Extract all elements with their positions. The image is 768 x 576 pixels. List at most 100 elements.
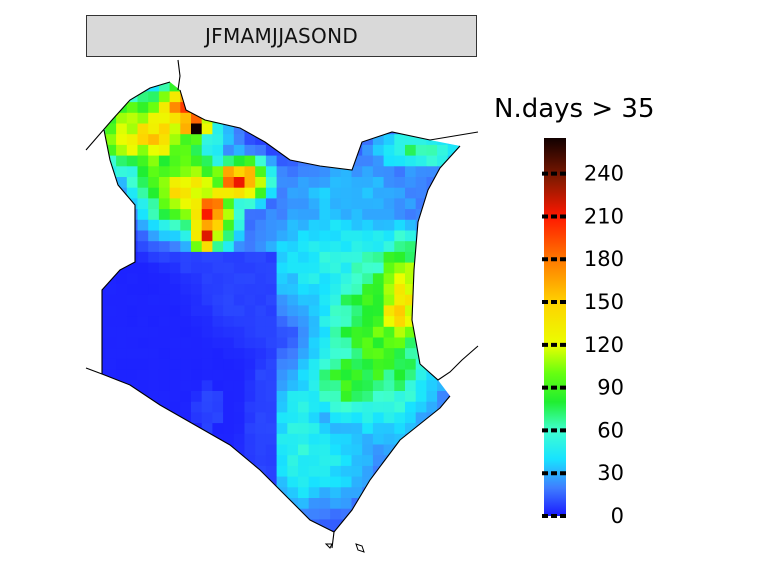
raster-cell (394, 487, 406, 499)
raster-cell (265, 102, 277, 114)
raster-cell (102, 401, 106, 413)
raster-cell (383, 273, 395, 285)
raster-cell (340, 177, 352, 189)
raster-cell (180, 219, 192, 231)
raster-cell (233, 391, 245, 403)
raster-cell (169, 476, 181, 488)
raster-cell (480, 231, 490, 242)
raster-cell (180, 337, 192, 349)
raster-cell (102, 112, 106, 124)
raster-cell (298, 519, 310, 531)
raster-cell (394, 209, 406, 221)
raster-cell (319, 70, 330, 81)
raster-cell (265, 444, 277, 456)
raster-cell (415, 284, 427, 296)
colorbar-tick-label-60: 60 (597, 418, 624, 442)
raster-cell (469, 241, 480, 252)
raster-cell (405, 433, 417, 445)
raster-cell (265, 166, 277, 178)
raster-cell (116, 209, 128, 221)
raster-cell (84, 348, 95, 359)
raster-cell (469, 402, 480, 413)
raster-cell (437, 348, 449, 360)
raster-cell (105, 294, 117, 306)
raster-cell (138, 541, 149, 552)
raster-cell (191, 348, 203, 360)
raster-cell (351, 294, 363, 306)
raster-cell (201, 230, 213, 242)
raster-cell (201, 187, 213, 199)
raster-cell (352, 552, 363, 563)
raster-cell (84, 198, 95, 209)
raster-cell (84, 519, 95, 530)
raster-cell (137, 498, 149, 510)
raster-cell (340, 209, 352, 221)
raster-cell (169, 337, 181, 349)
raster-cell (480, 316, 490, 327)
raster-cell (362, 70, 373, 81)
raster-cell (276, 91, 288, 103)
raster-cell (287, 401, 299, 413)
raster-cell (201, 423, 213, 435)
raster-cell (169, 380, 181, 392)
raster-cell (95, 70, 106, 81)
raster-cell (244, 498, 256, 510)
raster-cell (319, 369, 331, 381)
raster-cell (212, 155, 224, 167)
raster-cell (405, 91, 417, 103)
raster-cell (362, 358, 374, 370)
raster-cell (105, 337, 117, 349)
raster-cell (201, 82, 213, 92)
raster-cell (383, 305, 395, 317)
raster-cell (330, 273, 342, 285)
raster-cell (372, 530, 384, 532)
raster-cell (437, 112, 449, 124)
raster-cell (116, 284, 128, 296)
raster-cell (341, 70, 352, 81)
raster-cell (84, 498, 95, 509)
raster-cell (233, 123, 245, 135)
raster-cell (319, 423, 331, 435)
raster-cell (276, 530, 288, 532)
raster-cell (362, 498, 374, 510)
raster-cell (169, 423, 181, 435)
raster-cell (137, 166, 149, 178)
raster-cell (383, 433, 395, 445)
raster-cell (319, 166, 331, 178)
raster-cell (340, 391, 352, 403)
raster-cell (394, 337, 406, 349)
raster-cell (469, 498, 480, 509)
raster-cell (105, 123, 117, 135)
raster-cell (102, 476, 106, 488)
raster-cell (202, 541, 213, 552)
raster-cell (415, 155, 427, 167)
raster-cell (212, 230, 224, 242)
raster-cell (351, 305, 363, 317)
raster-cell (180, 401, 192, 413)
raster-cell (298, 294, 310, 306)
raster-cell (158, 412, 170, 424)
raster-cell (169, 326, 181, 338)
raster-cell (287, 219, 299, 231)
raster-cell (383, 219, 395, 231)
raster-cell (105, 155, 117, 167)
raster-cell (212, 552, 223, 563)
raster-cell (169, 530, 181, 532)
raster-cell (169, 444, 181, 456)
raster-cell (126, 112, 138, 124)
raster-cell (351, 476, 363, 488)
raster-cell (265, 487, 277, 499)
raster-cell (415, 187, 427, 199)
raster-cell (158, 444, 170, 456)
raster-cell (319, 123, 331, 135)
raster-cell (308, 412, 320, 424)
raster-cell (105, 112, 117, 124)
raster-cell (105, 380, 117, 392)
colorbar-tick-label-240: 240 (584, 162, 624, 186)
raster-cell (276, 305, 288, 317)
raster-cell (191, 187, 203, 199)
raster-cell (340, 380, 352, 392)
raster-cell (415, 487, 427, 499)
raster-cell (201, 316, 213, 328)
raster-cell (223, 444, 235, 456)
